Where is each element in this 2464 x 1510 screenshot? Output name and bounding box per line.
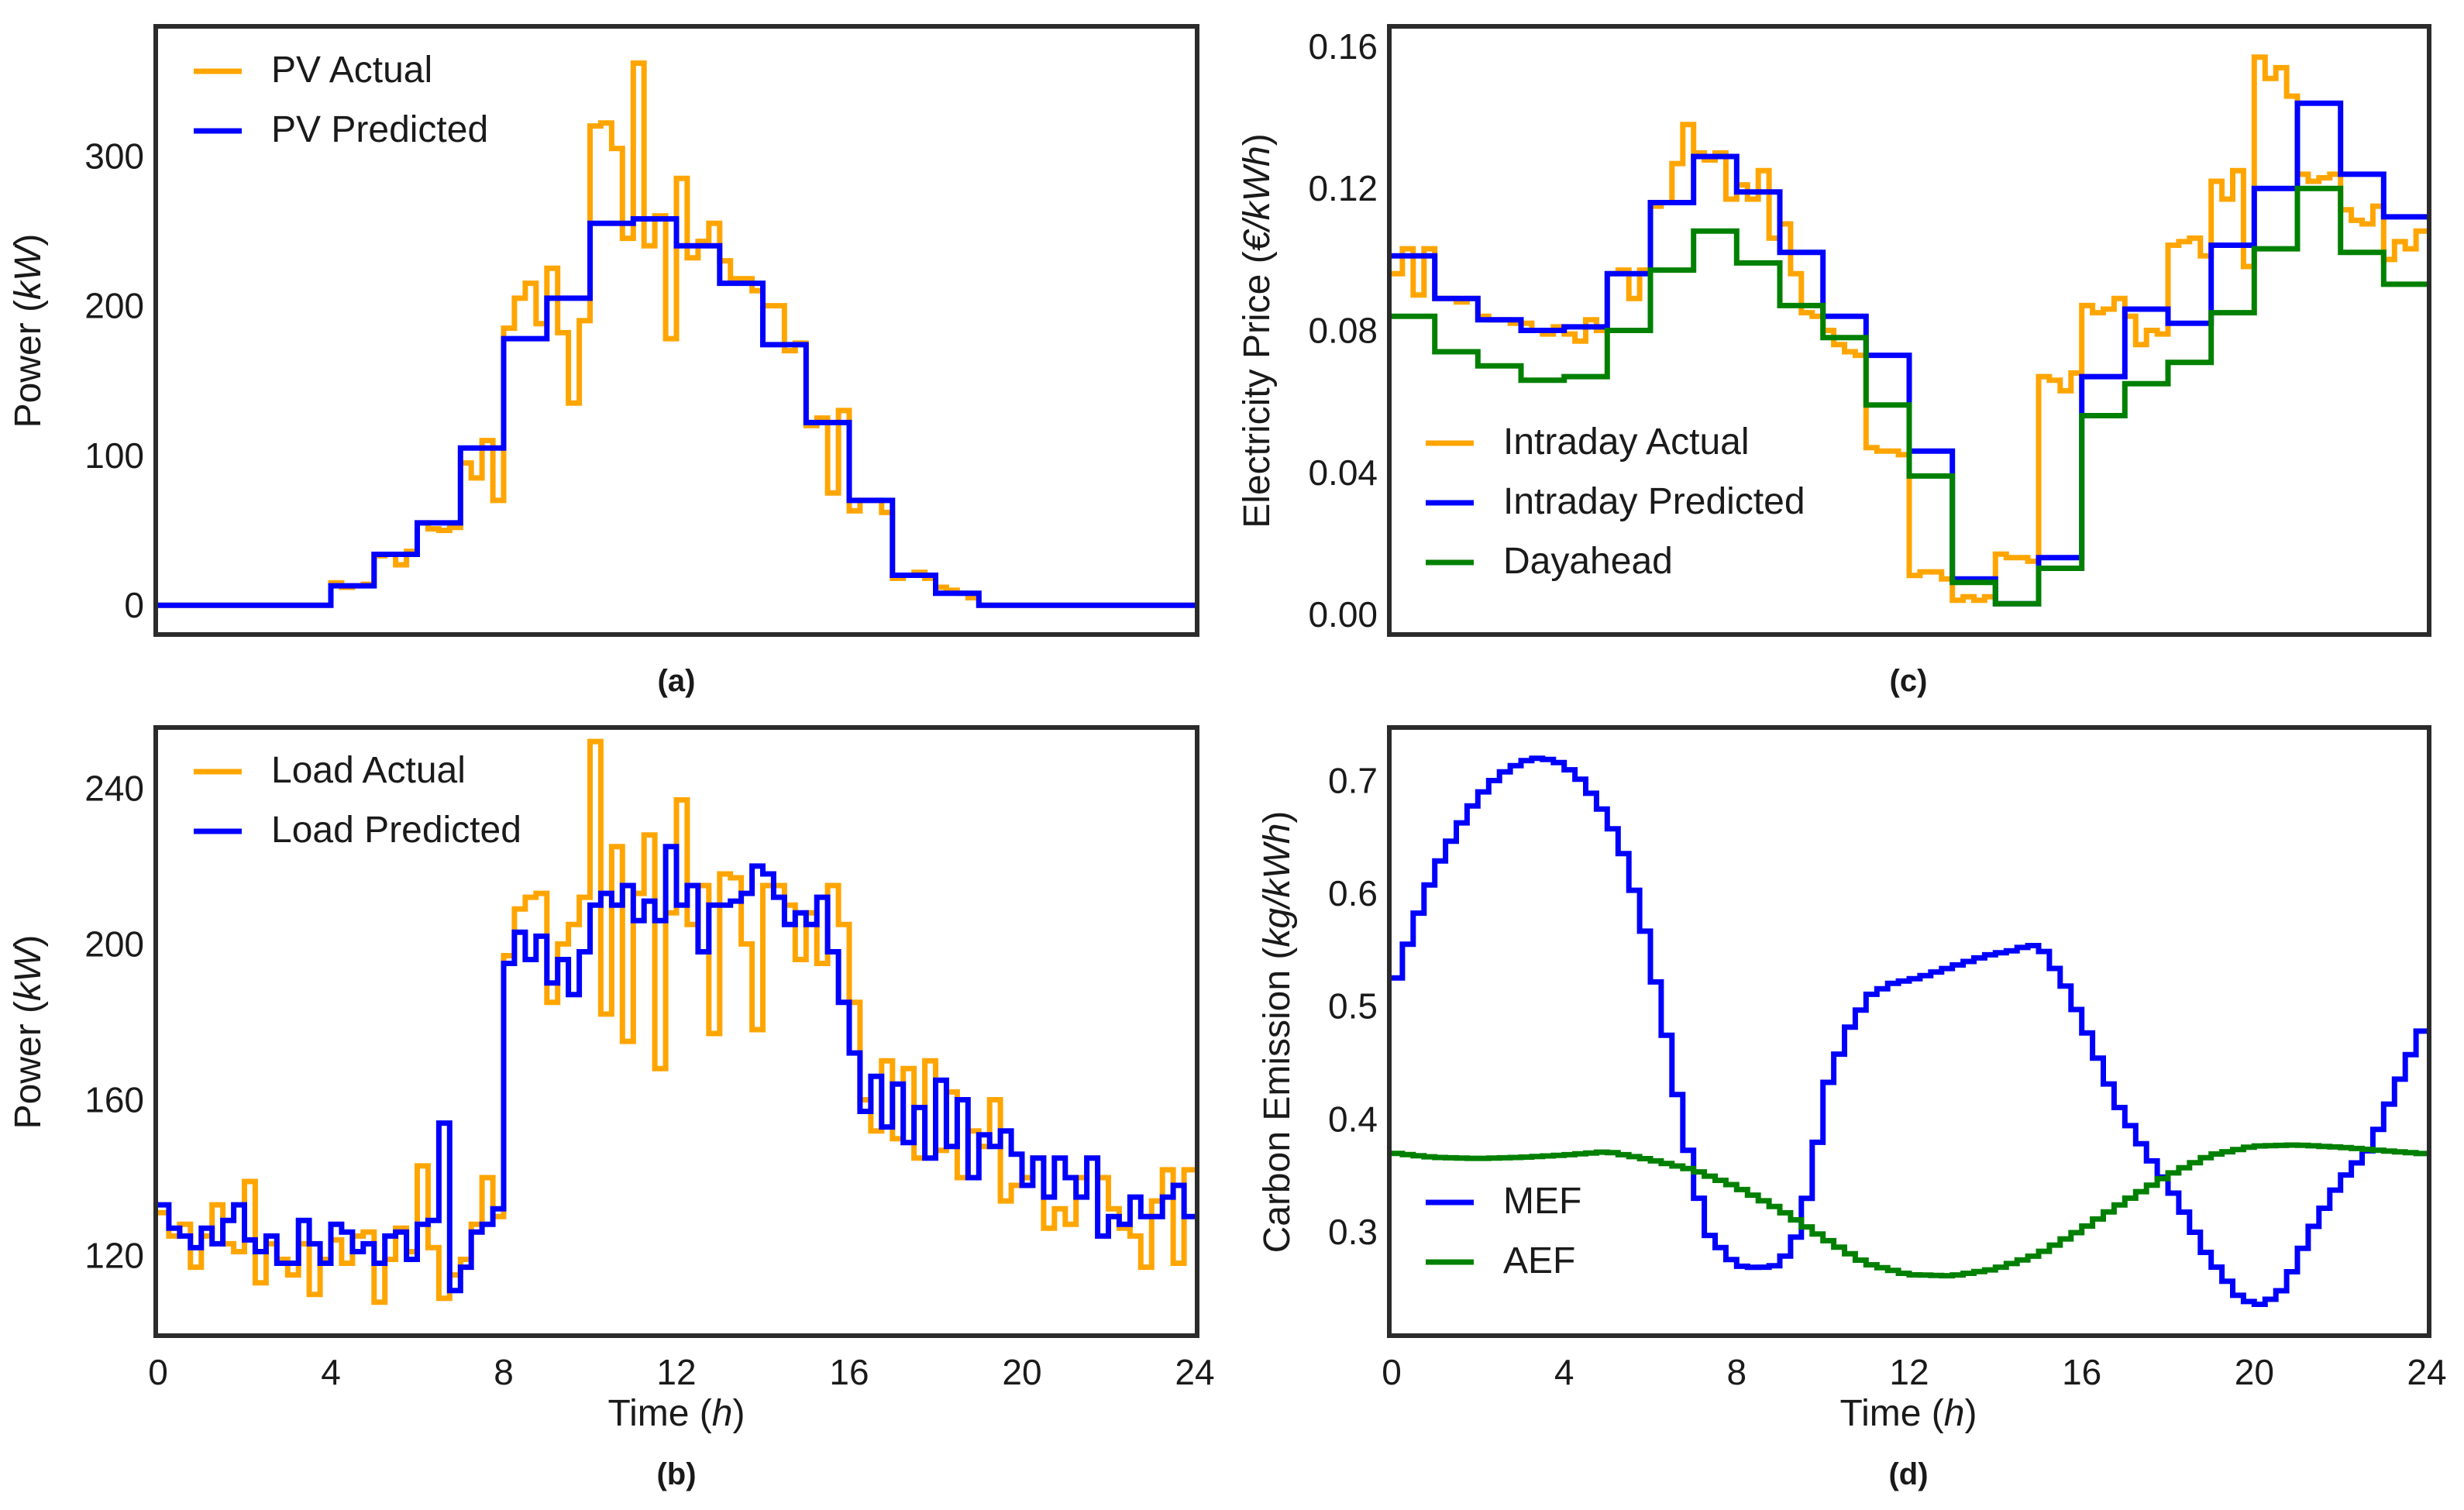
legend-label-intraday-actual: Intraday Actual	[1503, 421, 1750, 463]
ticks-a: 0 100 200 300	[84, 136, 144, 625]
x-axis-label-d: Time (h)	[1840, 1393, 1977, 1434]
y-tick-label: 300	[84, 136, 144, 176]
series-line-aef	[1392, 1142, 2427, 1279]
y-tick-label: 0.6	[1328, 873, 1378, 913]
plot-frame-a	[153, 24, 1199, 637]
series-line-load-predicted	[158, 844, 1195, 1294]
y-tick-label: 200	[84, 286, 144, 326]
legend-label-mef: MEF	[1503, 1181, 1581, 1222]
ticks-d: 0.3 0.4 0.5 0.6 0.7 0 4 8 12 16 20 24	[1328, 761, 2447, 1392]
panel-a-pv-power: 0 100 200 300 Power (kW) (a) PV Actual PV Pr…	[8, 24, 1199, 698]
x-tick-label: 20	[2235, 1352, 2274, 1392]
x-tick-label: 8	[1727, 1352, 1747, 1392]
x-tick-label: 0	[148, 1352, 168, 1392]
legend-c: Intraday Actual Intraday Predicted Dayahea…	[1426, 421, 1805, 582]
y-tick-label: 0.04	[1308, 452, 1378, 493]
y-tick-label: 0	[124, 585, 144, 625]
x-axis-label-b: Time (h)	[608, 1393, 745, 1434]
y-tick-label: 100	[84, 435, 144, 476]
panel-label-c: (c)	[1890, 664, 1928, 698]
legend-d: MEF AEF	[1426, 1181, 1581, 1281]
panel-d-carbon-emission: 0.3 0.4 0.5 0.6 0.7 0 4 8 12 16 20 24 Carbon Emissi…	[1257, 725, 2447, 1491]
series-line-mef	[1392, 755, 2427, 1307]
panel-label-a: (a)	[658, 664, 696, 698]
panel-b-load-power: 120 160 200 240 0 4 8 12 16 20 24 Power (kW) Time …	[8, 725, 1215, 1491]
panel-c-electricity-price: 0.00 0.04 0.08 0.12 0.16 Electricity Price (…	[1237, 24, 2431, 698]
x-tick-label: 12	[656, 1352, 696, 1392]
x-tick-label: 4	[1554, 1352, 1574, 1392]
y-tick-label: 0.16	[1308, 26, 1378, 67]
y-tick-label: 0.3	[1328, 1212, 1378, 1252]
y-tick-label: 0.5	[1328, 986, 1378, 1027]
panel-label-d: (d)	[1888, 1457, 1928, 1491]
x-tick-label: 12	[1889, 1352, 1929, 1392]
x-tick-label: 0	[1382, 1352, 1402, 1392]
x-tick-label: 16	[2062, 1352, 2101, 1392]
y-axis-label-d: Carbon Emission (kg/kWh)	[1257, 811, 1298, 1254]
y-tick-label: 0.7	[1328, 761, 1378, 801]
y-tick-label: 240	[84, 768, 144, 808]
y-axis-label-b: Power (kW)	[8, 935, 49, 1130]
y-tick-label: 200	[84, 924, 144, 964]
legend-label-load-actual: Load Actual	[271, 750, 466, 791]
series-line-dayahead	[1392, 185, 2427, 607]
y-axis-label-c: Electricity Price (€/kWh)	[1237, 133, 1278, 528]
legend-label-pv-actual: PV Actual	[271, 50, 432, 91]
plot-frame-b	[153, 725, 1199, 1338]
legend-label-load-predicted: Load Predicted	[271, 810, 521, 851]
y-tick-label: 0.12	[1308, 168, 1378, 208]
x-tick-label: 20	[1002, 1352, 1041, 1392]
ticks-b: 120 160 200 240 0 4 8 12 16 20 24	[84, 768, 1214, 1392]
y-tick-label: 120	[84, 1235, 144, 1275]
plot-frame-d	[1387, 725, 2431, 1338]
y-axis-label-a: Power (kW)	[8, 234, 49, 428]
x-tick-label: 16	[829, 1352, 869, 1392]
legend-label-aef: AEF	[1503, 1240, 1575, 1281]
legend-a: PV Actual PV Predicted	[194, 50, 488, 150]
legend-label-intraday-predicted: Intraday Predicted	[1503, 481, 1805, 522]
plot-frame-c	[1387, 24, 2431, 637]
series-line-intraday-actual	[1392, 54, 2427, 604]
legend-label-dayahead: Dayahead	[1503, 541, 1673, 582]
x-tick-label: 8	[494, 1352, 514, 1392]
series-group-a	[158, 60, 1195, 608]
y-tick-label: 0.08	[1308, 311, 1378, 351]
series-line-pv-predicted	[158, 216, 1195, 608]
series-group-d	[1392, 755, 2427, 1307]
y-tick-label: 0.00	[1308, 594, 1378, 635]
ticks-c: 0.00 0.04 0.08 0.12 0.16	[1308, 26, 1378, 635]
x-tick-label: 24	[1175, 1352, 1214, 1392]
panel-label-b: (b)	[656, 1457, 696, 1491]
series-group-c	[1392, 54, 2427, 607]
x-tick-label: 24	[2407, 1352, 2446, 1392]
y-tick-label: 0.4	[1328, 1099, 1378, 1139]
y-tick-label: 160	[84, 1079, 144, 1120]
x-tick-label: 4	[321, 1352, 341, 1392]
series-group-b	[158, 738, 1195, 1305]
legend-label-pv-predicted: PV Predicted	[271, 109, 488, 150]
legend-b: Load Actual Load Predicted	[194, 750, 521, 851]
